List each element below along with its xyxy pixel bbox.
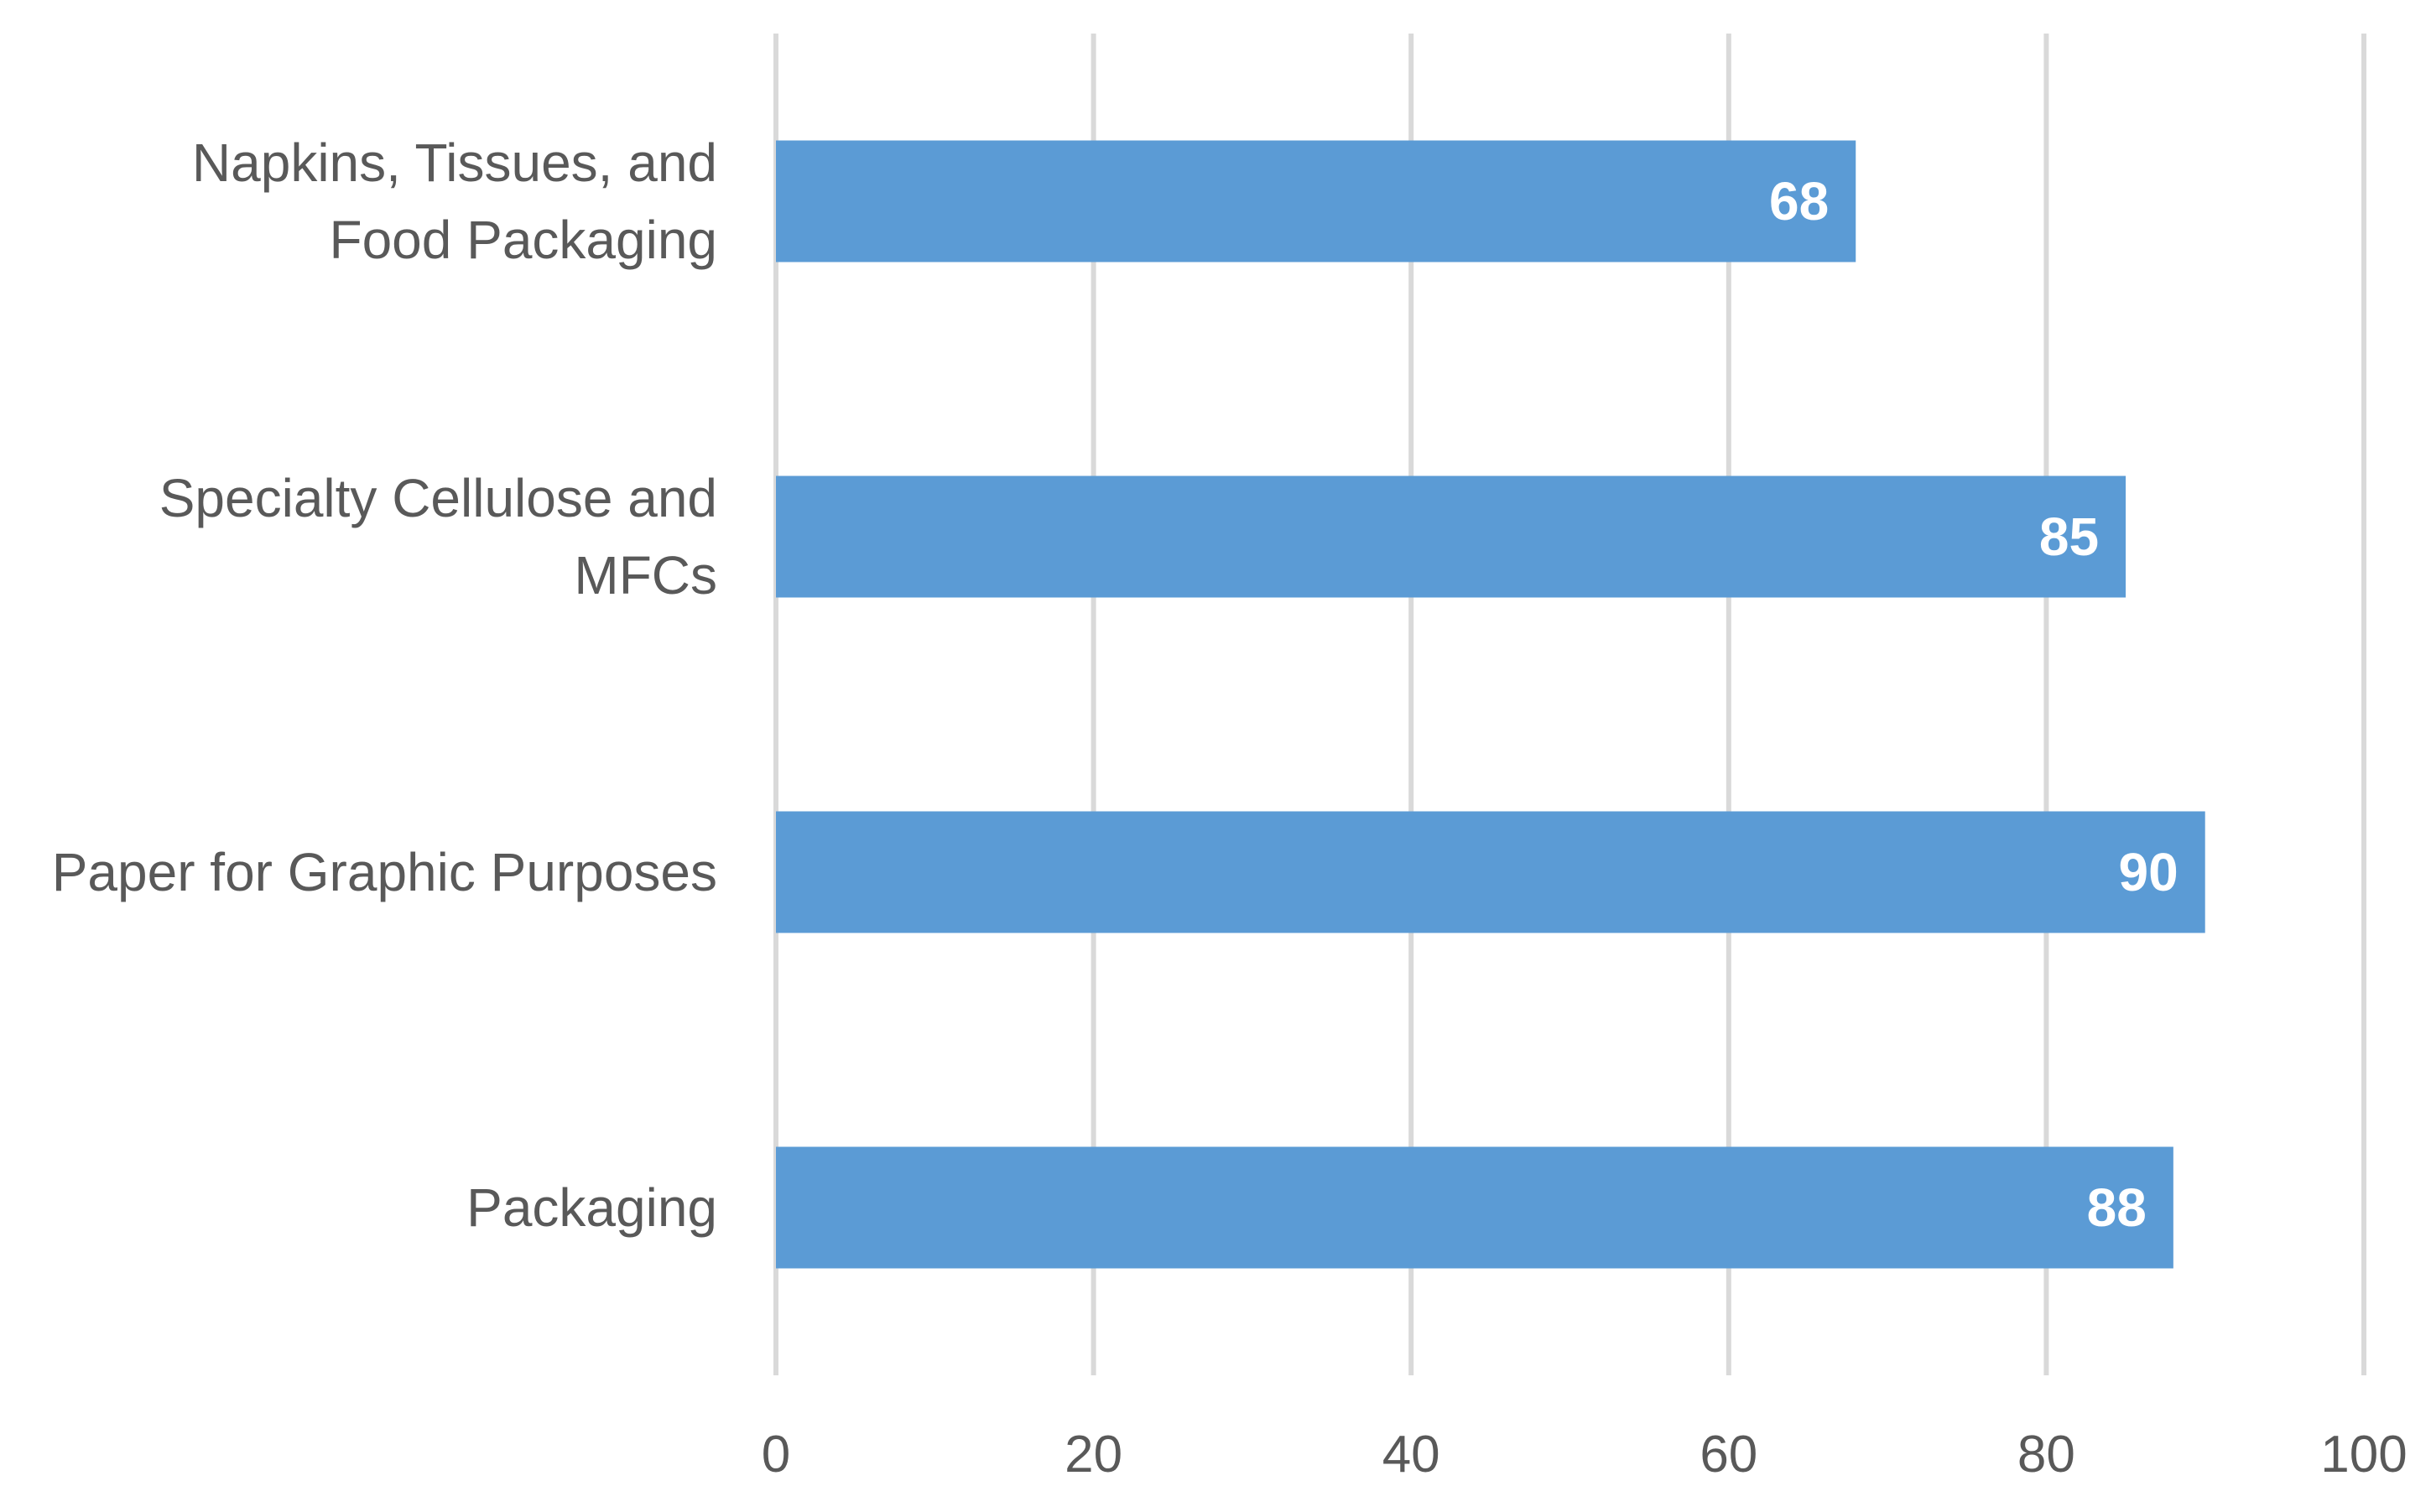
- bar-1: [776, 475, 2126, 598]
- bars: [776, 140, 2205, 1269]
- x-axis-tick-labels: 0 20 40 60 80 100: [762, 1426, 2408, 1483]
- category-label-line: Food Packaging: [329, 210, 717, 270]
- x-tick-label-60: 60: [1700, 1426, 1757, 1483]
- data-label-1: 85: [2039, 507, 2099, 567]
- x-tick-label-80: 80: [2017, 1426, 2075, 1483]
- x-tick-label-0: 0: [762, 1426, 790, 1483]
- category-label-line: Specialty Cellulose and: [159, 468, 717, 528]
- x-tick-label-100: 100: [2320, 1426, 2407, 1483]
- category-label-line: Paper for Graphic Purposes: [52, 842, 717, 902]
- category-label-line: MFCs: [574, 545, 717, 605]
- category-label-line: Packaging: [466, 1177, 717, 1238]
- data-label-3: 88: [2087, 1177, 2147, 1238]
- category-label-line: Napkins, Tissues, and: [192, 132, 717, 193]
- category-labels: Napkins, Tissues, and Food Packaging Speci…: [52, 132, 717, 1238]
- x-tick-label-20: 20: [1065, 1426, 1122, 1483]
- bar-0: [776, 140, 1856, 262]
- data-label-0: 68: [1769, 171, 1829, 231]
- bar-2: [776, 811, 2205, 933]
- data-label-2: 90: [2119, 842, 2179, 902]
- x-tick-label-40: 40: [1382, 1426, 1440, 1483]
- bar-3: [776, 1146, 2173, 1269]
- category-label-2: Paper for Graphic Purposes: [52, 842, 717, 902]
- category-label-0: Napkins, Tissues, and Food Packaging: [192, 132, 717, 270]
- category-label-3: Packaging: [466, 1177, 717, 1238]
- data-labels: 68 85 90 88: [1769, 171, 2179, 1238]
- category-label-1: Specialty Cellulose and MFCs: [159, 468, 717, 605]
